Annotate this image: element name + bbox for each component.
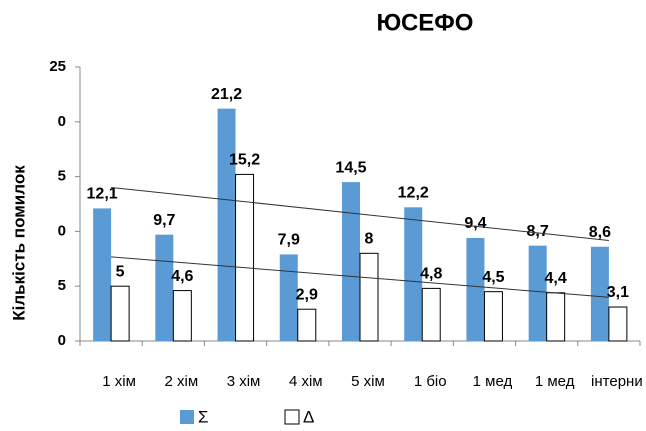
x-tick-label: 2 хім xyxy=(165,373,199,390)
y-axis-label: Кількість помилок xyxy=(9,165,28,321)
data-label: 8 xyxy=(365,231,374,248)
data-label: 12,2 xyxy=(398,185,429,202)
legend-label: Δ xyxy=(303,407,314,426)
legend-label: Σ xyxy=(198,407,209,426)
bar xyxy=(546,292,566,342)
bar xyxy=(483,291,503,342)
trendline xyxy=(111,186,609,242)
y-tick-label: 0 xyxy=(58,222,66,239)
data-label: 9,7 xyxy=(153,212,175,229)
data-label: 9,4 xyxy=(464,215,486,232)
data-label: 2,9 xyxy=(296,286,318,303)
legend-swatch xyxy=(180,410,194,424)
data-label: 14,5 xyxy=(335,159,366,176)
x-tick-label: інтерни xyxy=(591,373,643,390)
x-tick-label: 1 хім xyxy=(102,373,136,390)
bar xyxy=(110,285,130,342)
data-label: 5 xyxy=(116,263,125,280)
bar xyxy=(421,287,441,342)
bar xyxy=(590,246,609,341)
y-tick-label: 0 xyxy=(58,332,66,349)
y-tick-label: 25 xyxy=(49,58,66,75)
data-label: 12,1 xyxy=(87,186,118,203)
x-tick-label: 1 мед xyxy=(535,373,575,390)
data-label: 21,2 xyxy=(211,86,242,103)
bar xyxy=(155,234,174,341)
bar xyxy=(404,207,423,341)
bar xyxy=(608,306,628,342)
x-tick-label: 1 біо xyxy=(414,373,447,390)
y-tick-label: 5 xyxy=(58,168,66,185)
data-label: 4,4 xyxy=(545,270,567,287)
data-label: 4,8 xyxy=(420,266,442,283)
legend-swatch xyxy=(284,409,300,425)
data-label: 4,6 xyxy=(171,268,193,285)
x-tick-label: 1 мед xyxy=(473,373,513,390)
bar xyxy=(342,182,360,341)
x-tick-label: 4 хім xyxy=(289,373,323,390)
bar xyxy=(217,108,236,341)
x-tick-label: 5 хім xyxy=(351,373,385,390)
bar xyxy=(235,173,255,342)
chart-title: ЮСЕФО xyxy=(377,9,474,36)
bar xyxy=(93,208,112,341)
trendline xyxy=(111,256,609,298)
data-label: 4,5 xyxy=(482,269,504,286)
x-tick-label: 3 хім xyxy=(227,373,261,390)
data-label: 15,2 xyxy=(229,152,260,169)
bar xyxy=(279,254,298,341)
bar xyxy=(172,290,192,342)
bar xyxy=(466,237,485,341)
bar xyxy=(297,308,317,342)
data-label: 3,1 xyxy=(607,284,629,301)
bar xyxy=(359,252,379,342)
data-label: 8,7 xyxy=(527,223,549,240)
data-label: 7,9 xyxy=(278,232,300,249)
data-label: 8,6 xyxy=(589,224,611,241)
bar xyxy=(528,245,547,341)
y-tick-label: 5 xyxy=(58,277,66,294)
y-tick-label: 0 xyxy=(58,113,66,130)
